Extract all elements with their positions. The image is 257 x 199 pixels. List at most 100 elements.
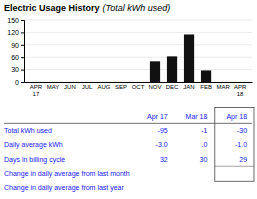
x-tick-label: DEC [166,84,179,90]
bar [116,82,126,83]
x-tick: DEC [166,84,179,90]
table-cell: -3.0 [156,141,168,148]
table-cell: Daily average kWh [4,141,63,149]
x-tick-label: JAN [183,84,194,90]
chart: Electric Usage History(Total kWh used) 0 3… [0,0,257,199]
table-cell: Total kWh used [4,127,52,134]
x-axis: APR17MAYJUNJULAUGSEPOCTNOVDECJANFEBMARAP… [25,83,253,97]
x-axis-line [25,82,253,83]
bar [167,56,177,82]
x-tick: MAR [216,84,230,90]
y-tick-mark [21,20,24,21]
x-tick-label-line: JUN [64,84,76,90]
bar [150,61,160,82]
x-tick-label: APR17 [30,84,43,97]
y-axis: 0 30 60 90 120 150 [7,17,24,86]
grid-line [24,20,252,21]
table-cell: 29 [239,156,247,163]
y-tick-mark [21,57,24,58]
bar [184,34,194,82]
x-tick-label-line: 18 [237,91,244,97]
grid-line [24,44,252,45]
table-cell: .0 [202,141,208,148]
y-tick-mark [21,70,24,71]
table-cell: Days in billing cycle [4,156,65,164]
table-header: Mar 18 [186,113,208,120]
x-tick-label: MAR [216,84,230,90]
table-cell: Change in daily average from last month [4,170,130,178]
x-tick: MAY [47,84,60,90]
x-tick-label-line: DEC [166,84,179,90]
x-tick-label-line: NOV [149,84,162,90]
bar [133,82,143,83]
x-tick-label-line: OCT [132,84,145,90]
x-tick-label-line: MAR [216,84,230,90]
x-tick: AUG [97,84,110,90]
x-tick-label: AUG [97,84,110,90]
y-tick-label: 0 [15,79,19,86]
x-tick-label: OCT [132,84,145,90]
x-tick: OCT [132,84,145,90]
x-tick-label: JUN [64,84,76,90]
bar [201,70,211,82]
grid [24,20,252,82]
y-tick: 0 [15,79,24,86]
bar [218,82,228,83]
table-header: Apr 18 [226,113,247,121]
grid-line [24,57,252,58]
y-tick-mark [21,45,24,46]
y-tick-label: 90 [11,42,19,49]
title: Electric Usage History [4,3,100,13]
y-tick-label: 30 [11,66,19,73]
highlight-separator [215,166,254,167]
x-tick-label: JUL [82,84,93,90]
subtitle: (Total kWh used) [103,3,171,13]
x-tick-label-line: 17 [33,91,40,97]
x-tick: NOV [149,84,162,90]
grid-line [24,82,252,83]
table-header: Apr 17 [147,113,168,121]
bar [48,82,58,83]
y-tick: 150 [7,17,24,24]
y-tick-label: 120 [7,29,19,36]
bars [150,34,211,82]
x-tick-label-line: FEB [200,84,212,90]
y-tick: 60 [11,54,24,61]
x-tick-label: NOV [149,84,162,90]
y-tick-mark [21,32,24,33]
table-cell: 30 [200,156,208,163]
table-cell: 32 [160,156,168,163]
x-tick-label-line: APR [30,84,43,90]
x-tick: JAN [183,84,194,90]
x-tick: SEP [115,84,127,90]
x-tick-label-line: JAN [183,84,194,90]
x-tick: APR18 [234,84,247,97]
table-cell: -1 [201,127,207,134]
x-tick: JUN [64,84,76,90]
y-axis-line [21,21,25,83]
y-tick: 30 [11,66,24,73]
x-tick-label-line: APR [234,84,247,90]
x-tick: APR17 [30,84,43,97]
y-tick: 90 [11,42,24,49]
y-tick-label: 150 [7,17,19,24]
bar [235,82,245,83]
x-tick: JUL [82,84,93,90]
table: Apr 17Mar 18Apr 18Total kWh used-95-1-30… [4,108,254,193]
bar [82,82,92,83]
x-tick: FEB [200,84,212,90]
x-tick-label-line: JUL [82,84,93,90]
table-cell: -1.0 [235,141,247,148]
x-tick-label-line: AUG [97,84,110,90]
highlight-box [215,108,254,182]
x-tick-label-line: SEP [115,84,127,90]
x-tick-label: MAY [47,84,60,90]
x-tick-label: FEB [200,84,212,90]
y-tick-mark [21,82,24,83]
bar [99,82,109,83]
bar [31,82,41,83]
y-tick-label: 60 [11,54,19,61]
table-cell: Change in daily average from last year [4,184,125,192]
x-tick-label-line: MAY [47,84,60,90]
x-tick-label: APR18 [234,84,247,97]
